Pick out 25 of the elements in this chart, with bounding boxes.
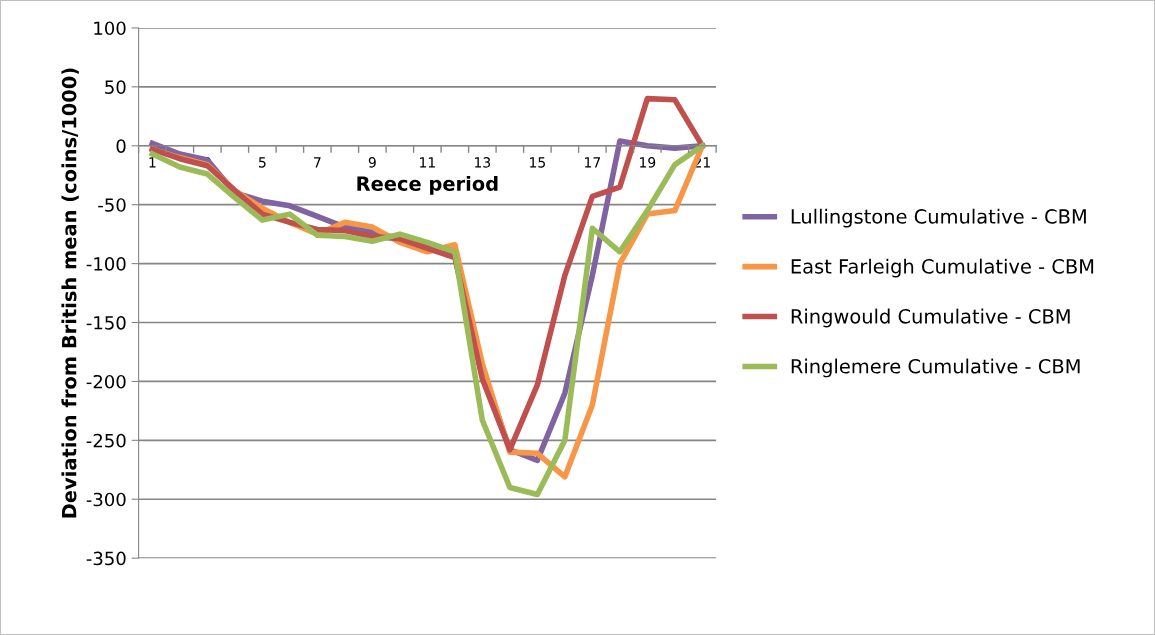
y-tick-label: -100 — [86, 257, 126, 271]
x-tick-label: 7 — [314, 157, 321, 168]
y-tick-label: -300 — [86, 492, 126, 507]
y-tick-label: -50 — [98, 198, 126, 212]
legend-label: Ringwould Cumulative - CBM — [791, 308, 1070, 328]
y-tick-label: 0 — [116, 139, 126, 153]
legend-label: Lullingstone Cumulative - CBM — [791, 208, 1086, 228]
y-tick-label: -200 — [86, 374, 126, 389]
x-tick-label: 11 — [420, 157, 435, 168]
x-tick-label: 19 — [640, 157, 656, 168]
y-tick-label: 50 — [105, 80, 126, 94]
y-axis-title: Deviation from British mean (coins/1000) — [61, 68, 79, 518]
x-tick-label: 1 — [149, 157, 156, 168]
x-tick-label: 15 — [530, 157, 545, 168]
y-tick-label: -250 — [86, 433, 126, 448]
x-axis-title: Reece period — [357, 175, 498, 195]
x-tick-label: 13 — [475, 157, 491, 168]
x-tick-label: 5 — [259, 157, 266, 168]
x-tick-label: 17 — [585, 157, 600, 168]
y-tick-label: -150 — [86, 315, 126, 330]
legend-label: East Farleigh Cumulative - CBM — [791, 258, 1094, 278]
y-tick-label: 100 — [94, 21, 126, 36]
y-tick-label: -350 — [86, 551, 126, 566]
x-tick-label: 9 — [368, 157, 376, 168]
legend-label: Ringlemere Cumulative - CBM — [791, 358, 1080, 378]
